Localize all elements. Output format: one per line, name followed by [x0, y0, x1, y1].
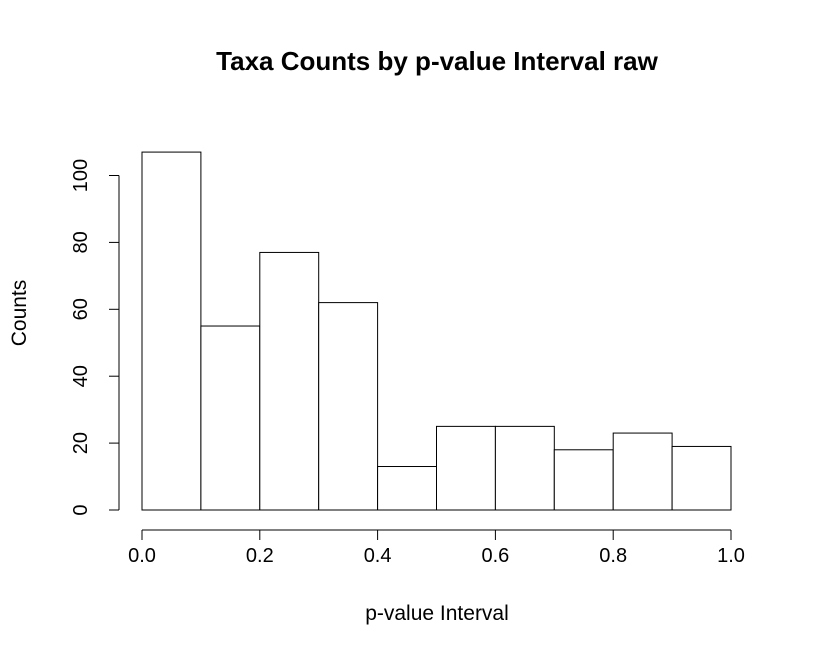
y-tick-label: 40	[70, 365, 92, 387]
x-tick-label: 0.4	[364, 545, 392, 567]
x-tick-label: 1.0	[717, 545, 745, 567]
x-axis: 0.0 0.2 0.4 0.6 0.8 1.0	[128, 529, 745, 567]
y-axis: 0 20 40 60 80 100	[70, 159, 120, 516]
x-axis-label: p-value Interval	[365, 602, 509, 625]
chart-title: Taxa Counts by p-value Interval raw	[216, 46, 658, 76]
histogram-bar-4	[377, 466, 438, 511]
bars-group	[141, 151, 732, 511]
histogram-bar-3	[318, 302, 379, 511]
x-tick-label: 0.8	[599, 545, 627, 567]
x-tick-label: 0.0	[128, 545, 156, 567]
histogram-bar-5	[436, 425, 496, 511]
histogram-bar-1	[200, 325, 261, 511]
histogram-bar-8	[612, 432, 673, 511]
histogram-bar-0	[141, 151, 202, 511]
histogram-bar-2	[259, 251, 320, 511]
y-tick-label: 60	[70, 298, 92, 320]
y-tick-label: 80	[70, 231, 92, 253]
x-tick-label: 0.6	[481, 545, 509, 567]
y-tick-label: 100	[70, 159, 92, 192]
y-axis-label: Counts	[8, 280, 31, 347]
y-tick-label: 0	[70, 504, 92, 515]
histogram-bar-6	[494, 425, 555, 511]
y-tick-label: 20	[70, 432, 92, 454]
histogram-bar-9	[671, 445, 732, 511]
x-tick-label: 0.2	[246, 545, 274, 567]
histogram-bar-7	[553, 449, 614, 511]
